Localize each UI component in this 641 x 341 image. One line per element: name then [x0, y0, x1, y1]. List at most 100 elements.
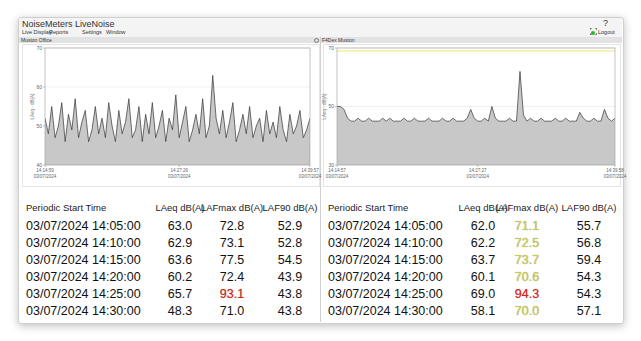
menu-item[interactable]: Reports — [49, 29, 68, 35]
x-tick-label-line: 14:39:58 — [606, 168, 624, 173]
table-value: 60.2 — [140, 270, 220, 284]
y-tick-label: 40 — [36, 162, 42, 168]
x-tick-label-line: 03/07/2024 — [168, 174, 191, 179]
x-tick-mark — [45, 165, 46, 167]
table-time: 03/07/2024 14:20:00 — [328, 270, 443, 284]
y-tick-label: 70 — [328, 45, 334, 51]
table-value: 63.0 — [140, 219, 220, 233]
table-value: 70.6 — [487, 270, 567, 284]
x-tick-label-line: 14:39:57 — [301, 168, 319, 173]
menu-item[interactable]: Window — [106, 29, 126, 35]
table-value: 55.7 — [549, 219, 629, 233]
x-tick-label-line: 03/07/2024 — [299, 174, 322, 179]
plot-bg — [45, 48, 310, 165]
status-dot — [591, 31, 595, 35]
x-tick-mark — [179, 165, 180, 167]
table-value: 94.3 — [487, 287, 567, 301]
table-value: 52.8 — [250, 236, 330, 250]
table-value: 63.6 — [140, 253, 220, 267]
x-tick-label-line: 14:27:27 — [469, 168, 487, 173]
table-time: 03/07/2024 14:30:00 — [328, 304, 443, 318]
plot-group — [337, 51, 615, 165]
table-time: 03/07/2024 14:25:00 — [328, 287, 443, 301]
table-value: 72.4 — [192, 270, 272, 284]
table-time: 03/07/2024 14:20:00 — [26, 270, 141, 284]
charts-layer: 40506070LAeq - dB(A)14:14:5903/07/202414… — [0, 0, 641, 341]
grid-line — [45, 87, 310, 88]
table-value: 43.8 — [250, 304, 330, 318]
table-time: 03/07/2024 14:10:00 — [328, 236, 443, 250]
x-tick-label-line: 03/07/2024 — [326, 174, 349, 179]
menu-item[interactable]: Settings — [82, 29, 102, 35]
table-value: 58.1 — [443, 304, 523, 318]
x-tick-label: 14:14:5703/07/2024 — [326, 168, 349, 179]
y-tick-label: 30 — [328, 162, 334, 168]
table-value: 73.1 — [192, 236, 272, 250]
app-title: NoiseMeters LiveNoise — [22, 19, 115, 29]
threshold-line — [337, 50, 615, 51]
table-time: 03/07/2024 14:05:00 — [26, 219, 141, 233]
x-tick-label-line: 03/07/2024 — [604, 174, 627, 179]
table-header: LAFmax dB(A) — [487, 202, 567, 213]
table-value: 62.0 — [443, 219, 523, 233]
y-tick-label: 60 — [36, 84, 42, 90]
table-value: 59.4 — [549, 253, 629, 267]
x-tick-label: 14:27:2603/07/2024 — [168, 168, 191, 179]
expand-icon[interactable] — [590, 21, 597, 28]
table-header: LAFmax dB(A) — [192, 202, 272, 213]
table-value: 73.7 — [487, 253, 567, 267]
panel-title: F4Dex Muston — [322, 37, 355, 43]
x-tick-label-line: 14:27:26 — [170, 168, 188, 173]
table-value: 72.8 — [192, 219, 272, 233]
plot-frame — [337, 48, 615, 165]
x-tick-mark — [615, 165, 616, 167]
table-header: Periodic Start Time — [328, 202, 408, 213]
y-tick-label: 50 — [328, 103, 334, 109]
table-value: 60.1 — [443, 270, 523, 284]
x-tick-mark — [337, 165, 338, 167]
menu-item[interactable]: Live Display — [22, 29, 52, 35]
level-line — [45, 75, 310, 141]
x-tick-mark — [477, 165, 478, 167]
table-value: 43.8 — [250, 287, 330, 301]
table-value: 65.7 — [140, 287, 220, 301]
table-time: 03/07/2024 14:15:00 — [328, 253, 443, 267]
plot-bg — [337, 48, 615, 165]
x-tick-label: 14:39:5803/07/2024 — [604, 168, 627, 179]
table-value: 63.7 — [443, 253, 523, 267]
x-tick-label-line: 03/07/2024 — [466, 174, 489, 179]
table-value: 72.5 — [487, 236, 567, 250]
area-fill — [337, 71, 615, 165]
panel-icon — [314, 38, 319, 43]
table-value: 62.9 — [140, 236, 220, 250]
panel-divider — [320, 37, 321, 322]
table-time: 03/07/2024 14:05:00 — [328, 219, 443, 233]
table-value: 43.9 — [250, 270, 330, 284]
table-value: 70.0 — [487, 304, 567, 318]
x-tick-label-line: 14:14:57 — [328, 168, 346, 173]
table-header: LAF90 dB(A) — [250, 202, 330, 213]
table-time: 03/07/2024 14:10:00 — [26, 236, 141, 250]
x-tick-label-line: 03/07/2024 — [34, 174, 57, 179]
y-tick-label: 50 — [36, 123, 42, 129]
table-value: 54.3 — [549, 270, 629, 284]
table-value: 62.2 — [443, 236, 523, 250]
table-value: 77.5 — [192, 253, 272, 267]
grid-line — [337, 106, 615, 107]
x-tick-mark — [310, 165, 311, 167]
table-value: 93.1 — [192, 287, 272, 301]
logout-button[interactable]: Logout — [598, 29, 615, 35]
y-tick-label: 70 — [36, 45, 42, 51]
table-value: 69.0 — [443, 287, 523, 301]
panel-title: Muston Office — [21, 37, 52, 43]
area-fill — [45, 75, 310, 165]
x-tick-label-line: 14:14:59 — [36, 168, 54, 173]
table-time: 03/07/2024 14:30:00 — [26, 304, 141, 318]
table-value: 71.0 — [192, 304, 272, 318]
table-value: 56.8 — [549, 236, 629, 250]
table-value: 71.1 — [487, 219, 567, 233]
table-time: 03/07/2024 14:15:00 — [26, 253, 141, 267]
x-tick-label: 14:39:5703/07/2024 — [299, 168, 322, 179]
y-axis-label: LAeq - dB(A) — [322, 93, 327, 120]
help-button[interactable]: ? — [603, 18, 608, 28]
